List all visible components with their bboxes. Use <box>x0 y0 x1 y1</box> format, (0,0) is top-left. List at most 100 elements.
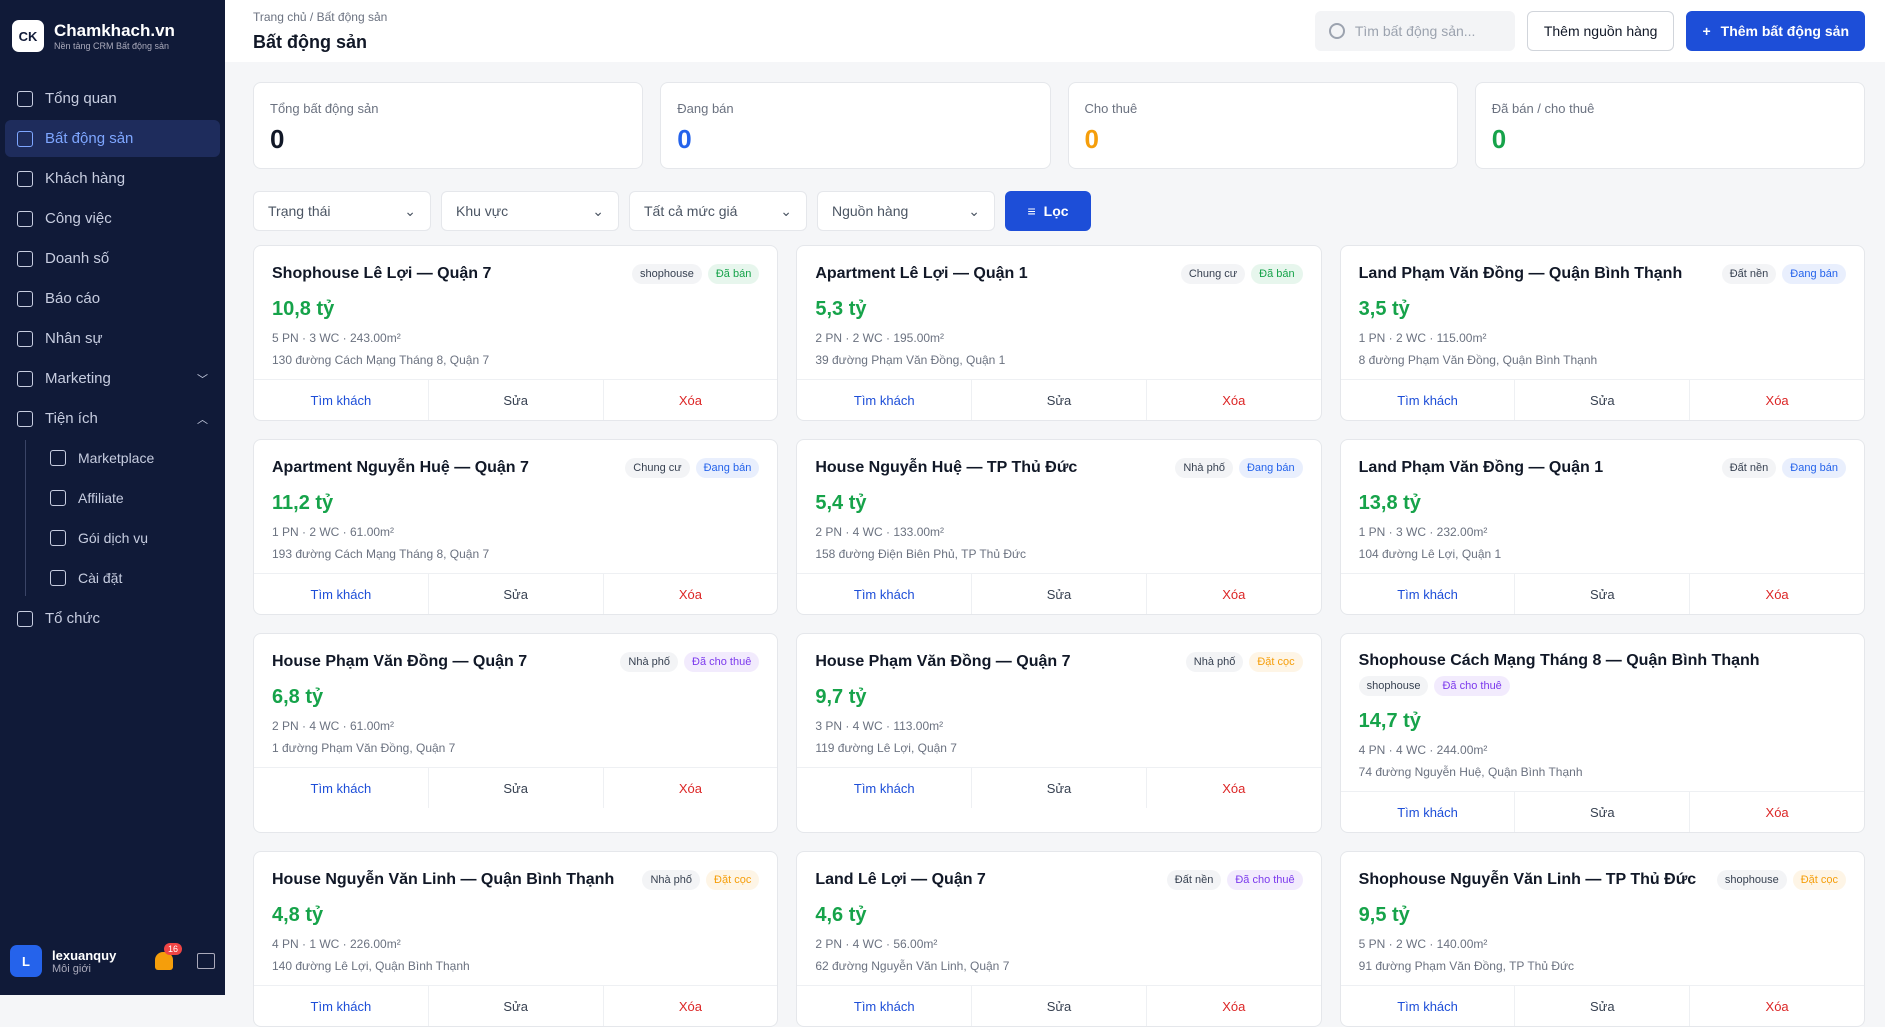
specs: 2 PN · 4 WC · 56.00m² <box>815 937 938 951</box>
user-role: Môi giới <box>52 962 91 975</box>
stat-value: 0 <box>270 124 285 154</box>
stat-card: Đã bán / cho thuê 0 <box>1474 82 1865 169</box>
action-button[interactable]: Sửa <box>429 574 604 614</box>
listing-title: Shophouse Nguyễn Văn Linh — TP Thủ Đức <box>1358 871 1697 888</box>
card-header: Land Phạm Văn Đồng — Quận 1 Đất nền Đang b… <box>1359 458 1846 478</box>
nav-item[interactable]: Nhân sự <box>5 320 220 357</box>
action-button[interactable]: Xóa <box>678 586 703 602</box>
action-button[interactable]: Tìm khách <box>797 768 973 808</box>
nav-label: Khách hàng <box>45 170 126 187</box>
listing-title: House Nguyễn Văn Linh — Quận Bình Thạnh <box>272 871 615 888</box>
action-button[interactable]: Sửa <box>972 574 1147 614</box>
price: 13,8 tỷ <box>1358 492 1421 514</box>
listing-card: House Phạm Văn Đồng — Quận 7 Nhà phố Đã ch… <box>253 633 779 833</box>
specs: 4 PN · 1 WC · 226.00m² <box>272 937 401 951</box>
add-source-button[interactable]: Thêm nguồn hàng <box>1526 11 1675 51</box>
action-button[interactable]: Xóa <box>1222 998 1246 1014</box>
listing-card: Shophouse Nguyễn Văn Linh — TP Thủ Đức sh… <box>1339 851 1865 1027</box>
price: 4,8 tỷ <box>272 904 324 926</box>
action-button[interactable]: Tìm khách <box>797 380 973 420</box>
nav-item[interactable]: Tổ chức <box>5 600 220 637</box>
tags: shophouse Đặt cọc <box>1716 870 1846 890</box>
action-button[interactable]: Xóa <box>1222 780 1246 796</box>
card-header: Shophouse Cách Mạng Tháng 8 — Quận Bình … <box>1358 652 1846 696</box>
specs: 2 PN · 4 WC · 61.00m² <box>272 719 395 733</box>
address: 39 đường Phạm Văn Đồng, Quận 1 <box>815 353 1006 367</box>
action-button[interactable]: Tìm khách <box>254 768 429 808</box>
card-actions: Tìm khách Sửa Xóa <box>254 573 778 614</box>
type-tag: shophouse <box>1358 676 1429 696</box>
card-body: House Nguyễn Văn Linh — Quận Bình Thạnh N… <box>254 852 777 985</box>
action-button[interactable]: Sửa <box>1515 380 1691 420</box>
status-tag: Đặt cọc <box>1249 652 1303 672</box>
search-input[interactable]: Tìm bất động sản... <box>1314 11 1515 51</box>
filter-select[interactable]: Khu vực <box>441 191 619 231</box>
stat-card: Đang bán 0 <box>660 82 1051 169</box>
price: 14,7 tỷ <box>1358 710 1421 732</box>
nav-item[interactable]: Công việc <box>5 200 220 237</box>
nav-item[interactable]: Báo cáo <box>5 280 220 317</box>
action-button[interactable]: Xóa <box>1765 392 1789 408</box>
nav-item[interactable]: Doanh số <box>5 240 220 277</box>
action-button[interactable]: Tìm khách <box>1341 380 1516 420</box>
tags: Nhà phố Đặt cọc <box>1185 652 1303 672</box>
action-button[interactable]: Xóa <box>1765 804 1789 820</box>
nav-icon <box>17 410 33 427</box>
address: 119 đường Lê Lợi, Quận 7 <box>815 741 957 755</box>
action-button[interactable]: Xóa <box>1765 998 1789 1014</box>
action-button[interactable]: Xóa <box>678 998 703 1014</box>
specs: 1 PN · 3 WC · 232.00m² <box>1358 525 1488 539</box>
subnav-item[interactable]: Marketplace <box>38 440 220 476</box>
action-button[interactable]: Xóa <box>678 392 703 408</box>
subnav-item[interactable]: Affiliate <box>38 480 220 516</box>
listing-card: Land Lê Lợi — Quận 7 Đất nền Đã cho thuê 4,… <box>796 851 1322 1027</box>
action-button[interactable]: Tìm khách <box>1341 986 1516 1026</box>
nav-label: Tổng quan <box>45 90 117 107</box>
add-property-button[interactable]: + Thêm bất động sản <box>1686 11 1865 51</box>
action-button[interactable]: Sửa <box>1515 574 1691 614</box>
action-button[interactable]: Sửa <box>429 986 604 1026</box>
logout[interactable] <box>197 953 215 969</box>
status-tag: Đã bán <box>1251 264 1303 284</box>
subnav-item[interactable]: Cài đặt <box>38 560 220 596</box>
action-button[interactable]: Xóa <box>678 780 703 796</box>
action-button[interactable]: Sửa <box>429 768 604 808</box>
action-button[interactable]: Sửa <box>972 380 1147 420</box>
action-button[interactable]: Tìm khách <box>1341 574 1516 614</box>
nav-item[interactable]: Bất động sản <box>5 120 220 157</box>
nav-icon <box>50 570 66 586</box>
action-button[interactable]: Sửa <box>1515 986 1691 1026</box>
filter-select[interactable]: Trạng thái <box>253 191 431 231</box>
action-button[interactable]: Tìm khách <box>254 574 429 614</box>
action-button[interactable]: Tìm khách <box>797 986 973 1026</box>
action-button[interactable]: Tìm khách <box>797 574 973 614</box>
filter-button[interactable]: ≡ Lọc <box>1005 191 1091 231</box>
nav-item[interactable]: Marketing ﹀ <box>5 360 220 397</box>
nav-item[interactable]: Tổng quan <box>5 80 220 117</box>
action-button[interactable]: Sửa <box>972 768 1147 808</box>
subnav-item[interactable]: Gói dịch vụ <box>38 520 220 556</box>
filter-select[interactable]: Nguồn hàng <box>817 191 995 231</box>
action-button[interactable]: Tìm khách <box>254 986 429 1026</box>
action-button[interactable]: Xóa <box>1765 586 1789 602</box>
action-button[interactable]: Xóa <box>1222 392 1246 408</box>
address: 193 đường Cách Mạng Tháng 8, Quận 7 <box>272 547 490 561</box>
type-tag: Đất nền <box>1166 870 1222 890</box>
action-button[interactable]: Sửa <box>972 986 1147 1026</box>
card-header: House Phạm Văn Đồng — Quận 7 Nhà phố Đã ch… <box>272 652 760 672</box>
action-button[interactable]: Sửa <box>1515 792 1691 832</box>
nav-item[interactable]: Khách hàng <box>5 160 220 197</box>
status-tag: Đang bán <box>1782 458 1846 478</box>
action-button[interactable]: Sửa <box>429 380 604 420</box>
action-button[interactable]: Xóa <box>1222 586 1246 602</box>
filter-select[interactable]: Tất cả mức giá <box>629 191 807 231</box>
action-button[interactable]: Tìm khách <box>254 380 429 420</box>
app: CK Chamkhach.vn Nền tảng CRM Bất động sản T… <box>0 0 1885 995</box>
nav-item[interactable]: Tiện ích ︿ <box>5 400 220 437</box>
action-button[interactable]: Tìm khách <box>1341 792 1516 832</box>
listing-title: Land Lê Lợi — Quận 7 <box>815 871 986 888</box>
breadcrumb: Trang chủ / Bất động sản <box>253 9 388 24</box>
notifications[interactable]: 16 <box>155 943 182 970</box>
address: 140 đường Lê Lợi, Quận Bình Thạnh <box>272 959 470 973</box>
